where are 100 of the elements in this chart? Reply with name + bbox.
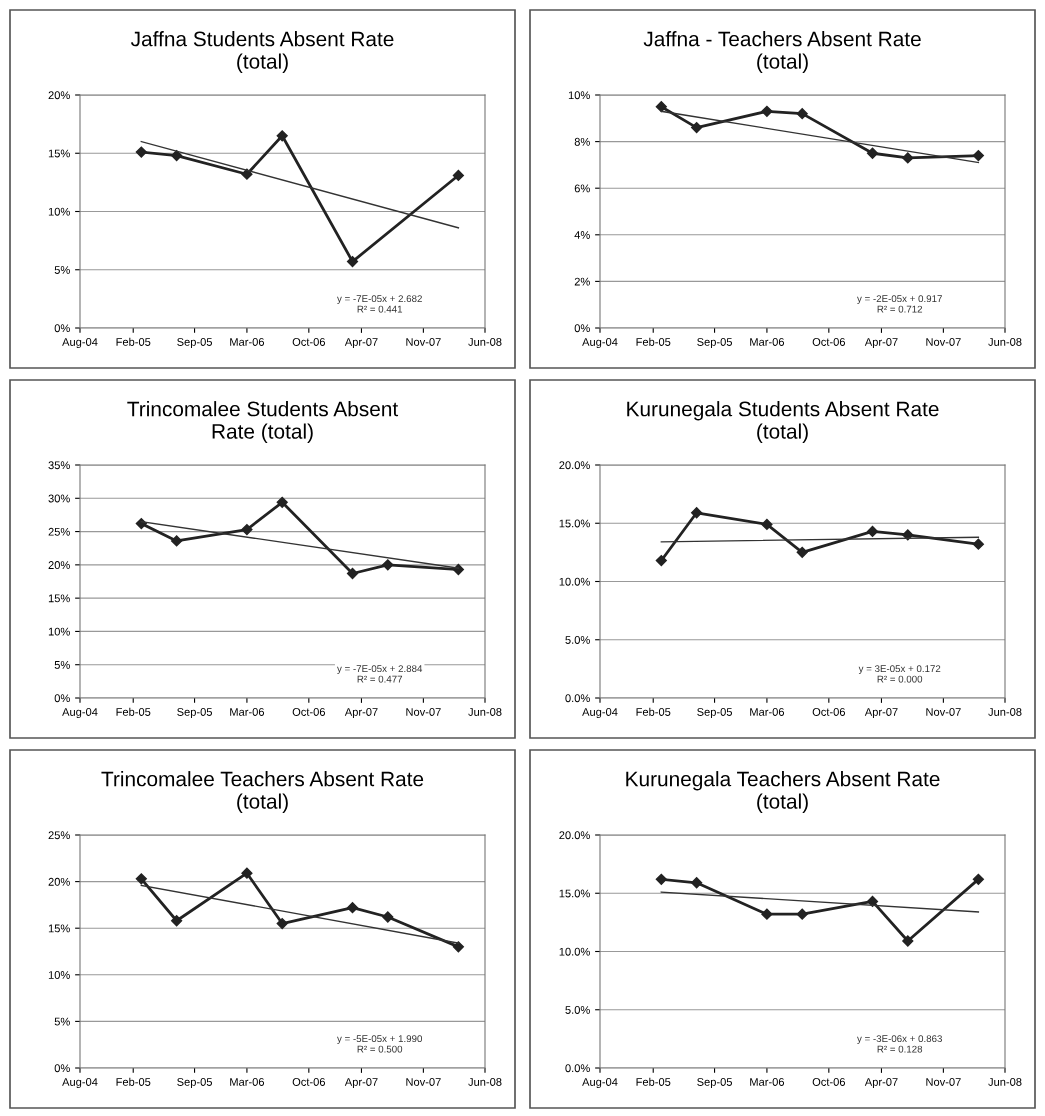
y-tick-label: 20.0% (559, 461, 590, 470)
y-tick-label: 15% (48, 149, 70, 158)
annotation: y = -2E-05x + 0.917 R² = 0.712 (857, 295, 942, 313)
point (276, 496, 288, 508)
x-tick-label: Apr-07 (344, 708, 378, 719)
x-tick-label: Feb-05 (636, 1077, 671, 1086)
point (346, 255, 359, 268)
x-tick-label: Mar-06 (750, 708, 785, 716)
annotation: y = 3E-05x + 0.172 R² = 0.000 (858, 665, 941, 683)
chart-title: Kurunegala Teachers Absent Rate (total) (626, 771, 940, 813)
x-tick-label: Mar-06 (750, 1078, 785, 1086)
point (761, 105, 773, 117)
point (761, 908, 773, 920)
y-tick-label: 10% (48, 971, 70, 979)
x-tick-label: Feb-05 (116, 337, 151, 346)
y-tick-label: 25% (48, 831, 70, 840)
y-tick-label: 35% (48, 461, 70, 470)
x-tick-label: Mar-06 (230, 708, 265, 716)
x-tick-label: Aug-04 (582, 1078, 618, 1089)
y-tick-label: 10.0% (559, 577, 590, 586)
y-tick-label: 5% (54, 266, 70, 274)
y-tick-label: 5% (54, 661, 70, 669)
x-tick-label: Nov-07 (926, 708, 961, 716)
x-tick-label: Sep-05 (177, 708, 213, 719)
point (902, 152, 914, 164)
point (902, 529, 914, 541)
point (452, 169, 464, 181)
point (761, 518, 773, 531)
point (382, 911, 394, 923)
point (655, 873, 667, 885)
x-tick-label: Feb-05 (636, 337, 671, 346)
point (866, 895, 879, 908)
y-tick-label: 8% (574, 137, 590, 146)
y-tick-label: 15.0% (559, 519, 590, 528)
chart-title: Trincomalee Teachers Absent Rate (total) (101, 771, 424, 813)
point (972, 149, 984, 162)
y-tick-label: 20.0% (559, 831, 590, 840)
x-tick-label: Apr-07 (864, 338, 898, 349)
y-tick-label: 10% (568, 91, 590, 100)
x-tick-label: Oct-06 (292, 1078, 326, 1086)
point (135, 146, 147, 158)
point (796, 546, 808, 558)
x-tick-label: Mar-06 (230, 1078, 265, 1086)
y-tick-label: 0% (54, 694, 70, 703)
point (452, 941, 464, 953)
x-tick-label: Jun-08 (468, 1078, 502, 1086)
point (691, 122, 703, 134)
x-tick-label: Apr-07 (344, 1078, 378, 1089)
x-tick-label: Nov-07 (406, 708, 441, 716)
x-tick-label: Jun-08 (468, 708, 502, 716)
annotation: y = -7E-05x + 2.884 R² = 0.477 (337, 665, 423, 683)
y-tick-label: 20% (48, 91, 70, 100)
x-tick-label: Apr-07 (864, 1078, 898, 1089)
x-tick-label: Sep-05 (177, 338, 213, 349)
point (135, 517, 147, 530)
x-tick-label: Feb-05 (116, 707, 151, 716)
x-tick-label: Jun-08 (988, 338, 1022, 346)
x-tick-label: Oct-06 (812, 1078, 846, 1086)
x-tick-label: Mar-06 (230, 338, 265, 346)
x-tick-label: Nov-07 (406, 1078, 441, 1086)
annotation: y = -3E-06x + 0.863 R² = 0.128 (857, 1035, 942, 1053)
x-tick-label: Oct-06 (292, 708, 326, 716)
x-tick-label: Jun-08 (988, 708, 1022, 716)
x-tick-label: Apr-07 (344, 338, 378, 349)
point (382, 559, 394, 571)
chart-title: Jaffna Students Absent Rate (total) (130, 31, 394, 73)
x-tick-label: Sep-05 (697, 708, 733, 719)
x-tick-label: Jun-08 (988, 1078, 1022, 1086)
point (902, 935, 914, 947)
x-tick-label: Aug-04 (62, 708, 98, 719)
x-tick-label: Nov-07 (926, 1078, 961, 1086)
y-tick-label: 4% (574, 231, 590, 239)
point (241, 168, 253, 180)
point (691, 877, 703, 889)
x-tick-label: Oct-06 (812, 708, 846, 716)
y-tick-label: 0.0% (565, 1064, 590, 1073)
chart-title: Kurunegala Students Absent Rate (total) (627, 401, 939, 443)
x-tick-label: Oct-06 (292, 338, 326, 346)
x-tick-label: Sep-05 (697, 1078, 733, 1089)
y-tick-label: 10% (48, 207, 70, 216)
x-tick-label: Apr-07 (864, 708, 898, 719)
point (796, 908, 808, 920)
annotation: y = -7E-05x + 2.682 R² = 0.441 (337, 295, 422, 313)
y-tick-label: 15% (48, 924, 70, 933)
x-tick-label: Sep-05 (177, 1078, 213, 1089)
point (135, 873, 147, 885)
y-tick-label: 2% (574, 277, 590, 286)
point (276, 917, 288, 930)
x-tick-label: Mar-06 (750, 338, 785, 346)
annotation: y = -5E-05x + 1.990 R² = 0.500 (337, 1035, 423, 1053)
y-tick-label: 20% (48, 877, 70, 886)
point (171, 915, 183, 927)
x-tick-label: Aug-04 (582, 338, 618, 349)
x-tick-label: Nov-07 (926, 338, 961, 346)
chart-title: Trincomalee Students Absent Rate (total) (127, 401, 399, 443)
x-tick-label: Feb-05 (636, 707, 671, 716)
y-tick-label: 15.0% (559, 889, 590, 898)
y-tick-label: 5% (54, 1017, 70, 1026)
x-tick-label: Feb-05 (116, 1077, 151, 1086)
y-tick-label: 30% (48, 494, 70, 503)
